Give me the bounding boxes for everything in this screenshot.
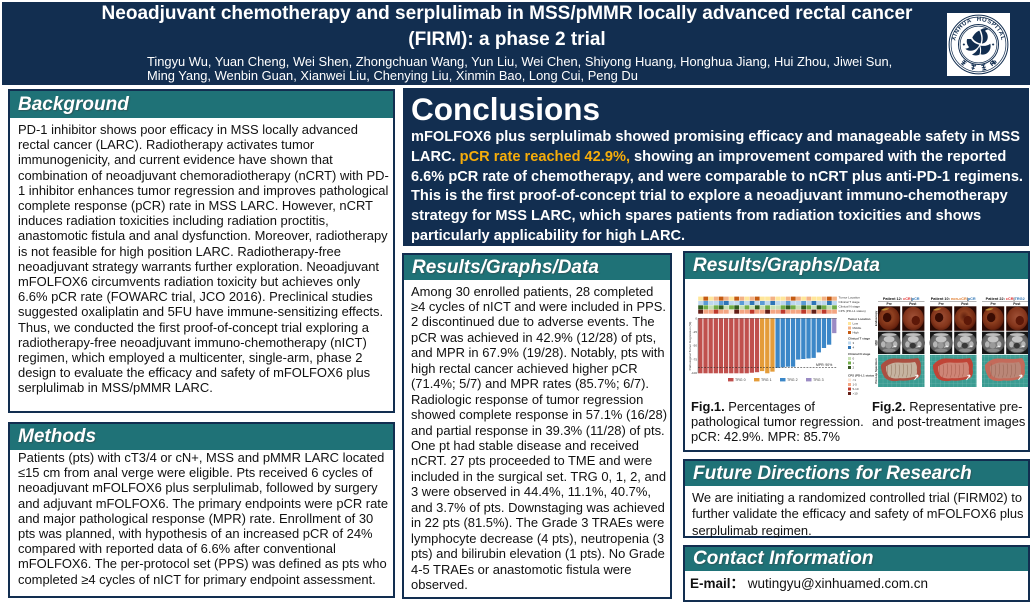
svg-text:Clinical T stage: Clinical T stage <box>839 300 860 304</box>
svg-text:-75: -75 <box>693 357 698 361</box>
svg-text:3: 3 <box>853 341 855 345</box>
svg-text:Endoscopy: Endoscopy <box>874 310 878 326</box>
svg-text:Clinical T stage: Clinical T stage <box>848 337 870 341</box>
svg-text:MRI: MRI <box>874 340 878 345</box>
svg-text:Pre: Pre <box>991 302 996 306</box>
svg-text:Middle: Middle <box>853 326 862 330</box>
svg-text:Low: Low <box>853 322 859 326</box>
svg-text:Pre: Pre <box>939 302 944 306</box>
svg-text:Post: Post <box>909 302 917 306</box>
svg-text:Pre: Pre <box>887 302 892 306</box>
svg-text:Tumor Location: Tumor Location <box>848 317 871 321</box>
svg-text:Patient 10: non-cCR|pCR: Patient 10: non-cCR|pCR <box>931 297 976 301</box>
svg-text:0: 0 <box>853 357 855 361</box>
svg-text:0: 0 <box>695 316 697 320</box>
svg-text:Clinical N stage: Clinical N stage <box>839 305 861 309</box>
svg-text:5-10: 5-10 <box>853 387 859 391</box>
svg-text:2: 2 <box>853 366 855 370</box>
svg-text:Pathological Tumor Regression: Pathological Tumor Regression (%) <box>688 322 692 371</box>
svg-text:High: High <box>853 331 860 335</box>
svg-text:<1: <1 <box>853 378 857 382</box>
svg-text:-50: -50 <box>693 344 698 348</box>
svg-text:>10: >10 <box>853 392 858 395</box>
svg-text:Patient 12: cCR|pCR: Patient 12: cCR|pCR <box>883 297 920 301</box>
svg-text:TRG 2: TRG 2 <box>787 378 798 382</box>
svg-text:1: 1 <box>853 361 855 365</box>
svg-text:MPR: 90%: MPR: 90% <box>816 363 832 367</box>
svg-text:Post-op Specimen: Post-op Specimen <box>874 358 878 383</box>
svg-text:TRG 3: TRG 3 <box>813 378 824 382</box>
svg-text:Post: Post <box>961 302 969 306</box>
svg-text:Tumor Location: Tumor Location <box>839 296 861 300</box>
svg-text:CPS (PD-L1 status): CPS (PD-L1 status) <box>848 374 874 378</box>
svg-text:TRG 0: TRG 0 <box>735 378 746 382</box>
svg-text:CPS (PD-L1 status): CPS (PD-L1 status) <box>839 309 866 313</box>
svg-text:Patient 22: cCR|TRG2: Patient 22: cCR|TRG2 <box>986 297 1025 301</box>
svg-text:Post: Post <box>1013 302 1021 306</box>
svg-text:-100: -100 <box>691 371 697 375</box>
svg-text:TRG 1: TRG 1 <box>761 378 772 382</box>
svg-text:1-5: 1-5 <box>853 383 858 387</box>
svg-text:4: 4 <box>853 346 855 350</box>
svg-text:Clinical N stage: Clinical N stage <box>848 352 871 356</box>
svg-text:-25: -25 <box>693 330 698 334</box>
